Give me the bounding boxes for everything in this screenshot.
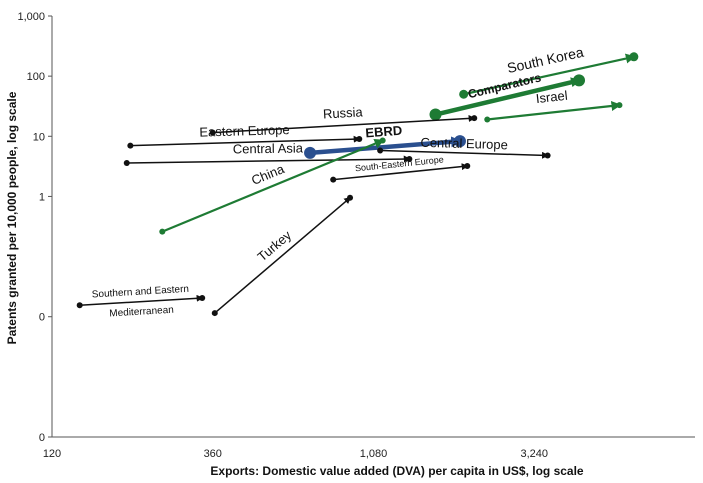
series-label: Israel	[535, 88, 568, 106]
y-tick-label: 0	[39, 312, 45, 324]
series-start-point	[159, 228, 166, 235]
y-tick-label: 1	[39, 191, 45, 203]
series-start-point	[484, 116, 491, 123]
series-start-point	[76, 302, 83, 309]
series-end-point	[347, 194, 354, 201]
series-start-point	[304, 146, 317, 159]
series-turkey: Turkey	[211, 194, 354, 317]
series-label: China	[249, 161, 287, 188]
series-label: Central Europe	[420, 135, 508, 153]
series-label: Russia	[323, 104, 364, 121]
series-eastern-europe: Eastern Europe	[127, 122, 363, 149]
x-tick-label: 3,240	[520, 448, 548, 460]
series-central-asia: Central Asia	[123, 140, 413, 166]
y-tick-label: 100	[27, 71, 45, 83]
y-axis-label: Patents granted per 10,000 people, log s…	[5, 91, 19, 344]
series-line	[309, 136, 463, 156]
series-end-point	[573, 74, 586, 87]
series-line	[161, 138, 385, 233]
x-tick-label: 1,080	[360, 448, 388, 460]
series-start-point	[211, 310, 218, 317]
series-end-point	[471, 115, 478, 122]
y-tick-label: 1,000	[17, 11, 45, 23]
x-tick-label: 360	[204, 448, 222, 460]
series-start-point	[377, 147, 384, 154]
y-tick-label: 0	[39, 432, 45, 444]
series-start-point	[429, 108, 442, 121]
series-end-point	[356, 136, 363, 143]
series-end-point	[544, 152, 551, 159]
series-end-point	[616, 102, 623, 109]
series-line	[487, 100, 622, 121]
series-label: Turkey	[254, 227, 294, 264]
series-line	[126, 155, 411, 164]
series-russia: Russia	[209, 104, 478, 136]
series-central-europe: Central Europe	[377, 135, 551, 159]
series-ebrd: EBRD	[304, 123, 466, 159]
series-end-point	[199, 294, 206, 301]
x-tick-label: 120	[43, 448, 61, 460]
series-end-point	[406, 155, 413, 162]
series-end-point	[629, 52, 639, 62]
series-line	[333, 163, 469, 181]
series-israel: Israel	[484, 88, 623, 123]
series-label: Central Asia	[233, 140, 304, 156]
x-axis-label: Exports: Domestic value added (DVA) per …	[210, 464, 584, 478]
series-line	[463, 53, 636, 96]
series-line	[130, 135, 361, 147]
series-end-point	[464, 163, 471, 170]
series-line	[79, 294, 204, 307]
y-tick-label: 10	[33, 131, 45, 143]
series-south-eastern-europe: South-Eastern Europe	[330, 154, 471, 183]
series-line	[380, 149, 550, 159]
series-start-point	[459, 89, 469, 99]
series-start-point	[127, 142, 134, 149]
series-layer: South KoreaComparatorsIsraelRussiaEaster…	[76, 44, 639, 320]
tick-labels: 120 360 1,080 3,240 0 0 1 10 100 1,000	[17, 11, 548, 460]
series-start-point	[330, 176, 337, 183]
series-label: Eastern Europe	[199, 122, 290, 140]
series-line	[434, 77, 581, 117]
series-label: EBRD	[365, 123, 403, 141]
series-end-point	[453, 135, 466, 148]
series-label: South-Eastern Europe	[355, 154, 445, 173]
series-start-point	[209, 129, 216, 136]
series-line	[214, 196, 352, 314]
axes	[51, 16, 695, 438]
series-southern-and-eastern-mediterranean: Southern and EasternMediterranean	[76, 284, 206, 320]
series-start-point	[123, 159, 130, 166]
series-end-point	[379, 137, 386, 144]
series-line	[212, 114, 476, 134]
